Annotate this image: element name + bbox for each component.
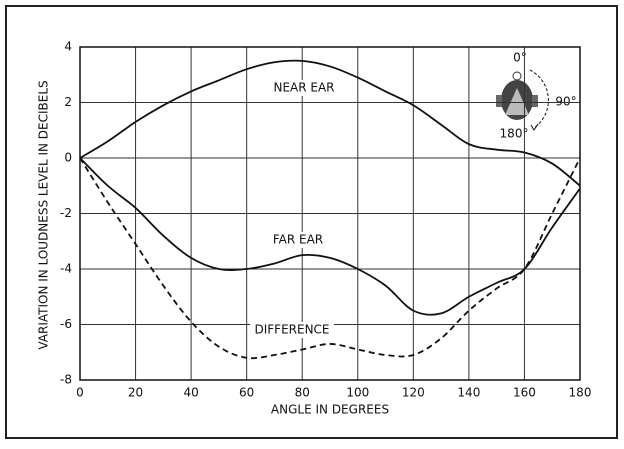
y-tick-label: -4 <box>60 262 72 276</box>
x-tick-label: 100 <box>346 386 369 400</box>
x-tick-label: 40 <box>183 386 198 400</box>
series-label-bg <box>262 80 346 96</box>
series-label: NEAR EAR <box>273 81 334 95</box>
series-label: FAR EAR <box>273 233 323 247</box>
x-tick-label: 140 <box>457 386 480 400</box>
series-line <box>79 59 581 187</box>
series-label-bg <box>256 232 340 248</box>
x-tick-label: 120 <box>402 386 425 400</box>
y-tick-label: -2 <box>60 206 72 220</box>
x-tick-label: 160 <box>513 386 536 400</box>
y-tick-label: 4 <box>64 40 72 54</box>
series-label: DIFFERENCE <box>254 323 329 337</box>
head-icon <box>496 69 549 131</box>
x-tick-label: 180 <box>569 386 592 400</box>
y-tick-label: -8 <box>60 373 72 387</box>
plot-border <box>79 46 581 381</box>
x-tick-label: 0 <box>76 386 84 400</box>
series-line <box>79 157 581 360</box>
series-line <box>79 157 581 316</box>
y-tick-label: -6 <box>60 317 72 331</box>
x-tick-label: 80 <box>295 386 310 400</box>
inset-label: 0° <box>513 51 527 65</box>
x-axis-label: ANGLE IN DEGREES <box>271 403 389 417</box>
y-axis-label: VARIATION IN LOUDNESS LEVEL IN DECIBELS <box>37 80 51 349</box>
inset-label: 180° <box>500 127 529 141</box>
y-tick-label: 0 <box>64 151 72 165</box>
inset-label: 90° <box>555 95 576 109</box>
frame <box>5 5 618 439</box>
series-label-bg <box>250 322 334 338</box>
y-tick-label: 2 <box>64 95 72 109</box>
x-tick-label: 20 <box>128 386 143 400</box>
x-tick-label: 60 <box>239 386 254 400</box>
